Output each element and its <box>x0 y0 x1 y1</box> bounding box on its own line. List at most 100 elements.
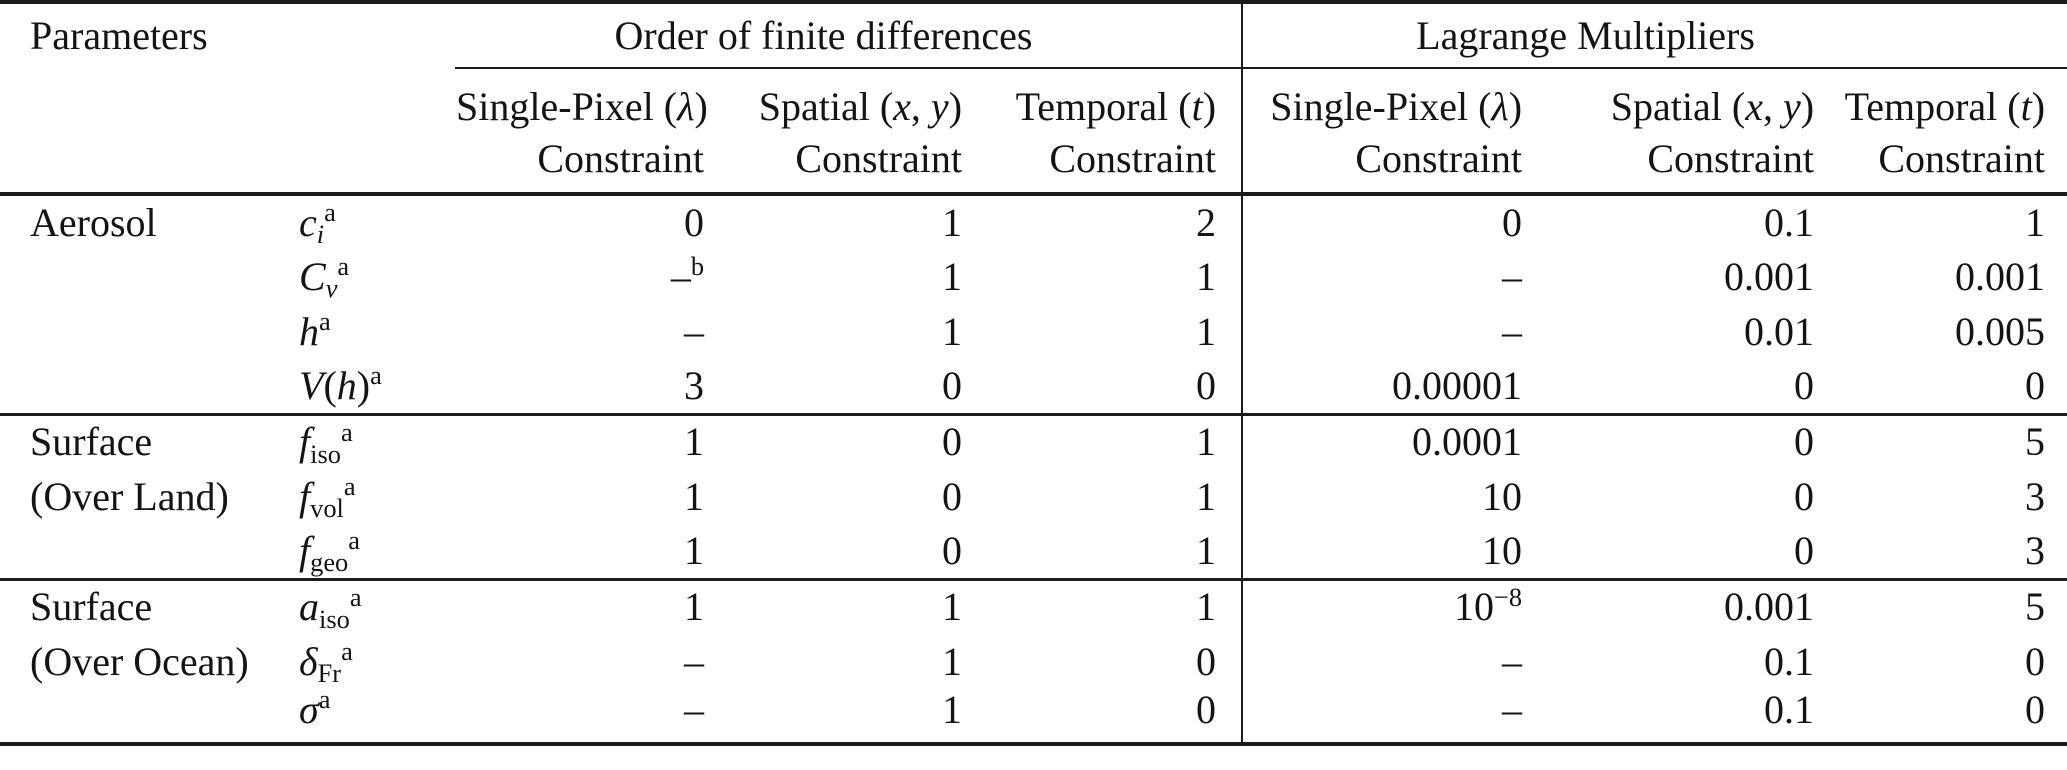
text-segment: λ <box>677 84 695 129</box>
value-cell: – <box>1241 304 1524 359</box>
subcolumn-constraint-label: Constraint <box>1647 136 1815 181</box>
group-header-row: Parameters Order of finite differences L… <box>0 2 2067 69</box>
value-cell: 1 <box>1196 308 1217 354</box>
group-label-cell: Aerosol <box>30 199 157 245</box>
text-segment: Spatial ( <box>758 84 894 129</box>
value-cell: 1 <box>942 199 963 245</box>
subscript: iso <box>310 438 341 469</box>
superscript: a <box>337 250 350 281</box>
text-segment: x <box>1745 84 1763 129</box>
superscript: a <box>349 581 362 612</box>
value-cell: 0 <box>1794 527 1815 573</box>
value-cell: 10 <box>1241 469 1524 524</box>
subcolumn-header-order-0: Single-Pixel (λ) Constraint <box>455 68 708 196</box>
text-segment: ) <box>1202 84 1217 129</box>
param-cell: fgeoa <box>298 524 455 579</box>
text-segment: f <box>299 419 311 465</box>
text-segment: Single-Pixel ( <box>1270 84 1492 129</box>
text-segment: σ <box>299 687 319 732</box>
subheader-spacer <box>0 68 456 196</box>
table-row: Cva –b 1 1–0.001 0.001 <box>0 249 2067 304</box>
subscript: geo <box>310 547 349 578</box>
text-segment: c <box>299 199 317 245</box>
subcolumn-header-lagrange-1: Spatial (x, y) Constraint <box>1523 68 1816 196</box>
value-cell: – <box>684 308 705 354</box>
superscript: −8 <box>1493 581 1523 612</box>
subcolumn-header-order-1: Spatial (x, y) Constraint <box>705 68 964 196</box>
subcolumn-title: Temporal (t) <box>1816 81 2045 133</box>
subcolumn-constraint-label: Constraint <box>1049 136 1217 181</box>
text-segment: h <box>299 308 319 354</box>
text-segment: ) <box>1800 84 1815 129</box>
text-segment: 10 <box>1453 584 1494 630</box>
subcolumn-constraint-label: Constraint <box>1355 136 1523 181</box>
text-segment: f <box>299 473 311 519</box>
value-cell: 1 <box>705 577 964 634</box>
value-cell: 0 <box>2025 687 2046 732</box>
value-cell: 0 <box>1196 638 1217 684</box>
table-row: Surface aisoa 1 1 1 10−8 0.001 5 <box>0 577 2067 634</box>
value-cell: 0.1 <box>1764 638 1815 684</box>
text-segment: – <box>670 253 691 299</box>
table-row: σa –1 0–0.1 0 <box>0 686 2067 744</box>
text-segment: ( <box>323 362 337 408</box>
value-cell: 5 <box>1815 577 2067 634</box>
value-cell: 0 <box>2025 638 2046 684</box>
value-cell: 1 <box>1196 473 1217 519</box>
value-cell: 1 <box>942 687 963 732</box>
value-cell: –b <box>455 249 705 304</box>
value-cell: 1 <box>684 527 705 573</box>
subcolumn-title: Temporal (t) <box>964 81 1216 133</box>
subcolumn-constraint-label: Constraint <box>537 136 705 181</box>
text-segment: δ <box>299 638 318 684</box>
value-cell: 1 <box>942 253 963 299</box>
param-cell: aisoa <box>298 577 456 634</box>
subcolumn-constraint-label: Constraint <box>795 136 963 181</box>
text-segment: C <box>299 253 326 299</box>
param-cell: σa <box>298 686 455 744</box>
text-segment: , <box>1762 84 1783 129</box>
table-row: (Over Ocean) δFra –1 0–0.1 0 <box>0 634 2067 689</box>
param-cell: Cva <box>298 249 455 304</box>
value-cell: 1 <box>963 412 1243 469</box>
text-segment: y <box>1782 84 1801 129</box>
order-group-header: Order of finite differences <box>455 2 1243 69</box>
text-segment: t <box>1191 84 1203 129</box>
param-cell: fvola <box>298 469 455 524</box>
subscript: Fr <box>317 657 342 688</box>
value-cell: 0.001 <box>1955 253 2046 299</box>
group-label-cell <box>0 359 298 414</box>
value-cell: 0.005 <box>1955 308 2046 354</box>
text-segment: V <box>299 362 324 408</box>
text-segment: Spatial ( <box>1610 84 1746 129</box>
subcolumn-title: Single-Pixel (λ) <box>1244 81 1522 133</box>
value-cell: 1 <box>455 412 706 469</box>
param-cell: V(h)a <box>298 359 455 414</box>
subcolumn-header-lagrange-0: Single-Pixel (λ) Constraint <box>1241 68 1524 196</box>
subcolumn-title: Single-Pixel (λ) <box>456 81 708 133</box>
superscript: b <box>690 250 705 281</box>
value-cell: 0 <box>942 527 963 573</box>
group-label-cell: Surface <box>0 577 298 634</box>
value-cell: – <box>684 638 705 684</box>
group-label-cell <box>0 304 298 359</box>
superscript: a <box>343 470 356 501</box>
text-segment: y <box>930 84 949 129</box>
value-cell: 0.1 <box>1764 199 1815 245</box>
value-cell: 0 <box>1196 687 1217 732</box>
value-cell: 0 <box>1196 362 1217 408</box>
superscript: a <box>341 635 353 666</box>
table-header: Parameters Order of finite differences L… <box>0 2 2067 196</box>
value-cell: 0 <box>1794 362 1815 408</box>
value-cell: 0.01 <box>1744 308 1815 354</box>
text-segment: ) <box>356 362 371 408</box>
value-cell: 1 <box>942 308 963 354</box>
superscript: a <box>324 196 336 227</box>
value-cell: 0.00001 <box>1241 359 1524 414</box>
value-cell: 0 <box>1523 412 1816 469</box>
value-cell: 3 <box>2025 473 2046 519</box>
value-cell: 0 <box>942 473 963 519</box>
param-cell: ha <box>298 304 455 359</box>
superscript: a <box>319 305 331 336</box>
